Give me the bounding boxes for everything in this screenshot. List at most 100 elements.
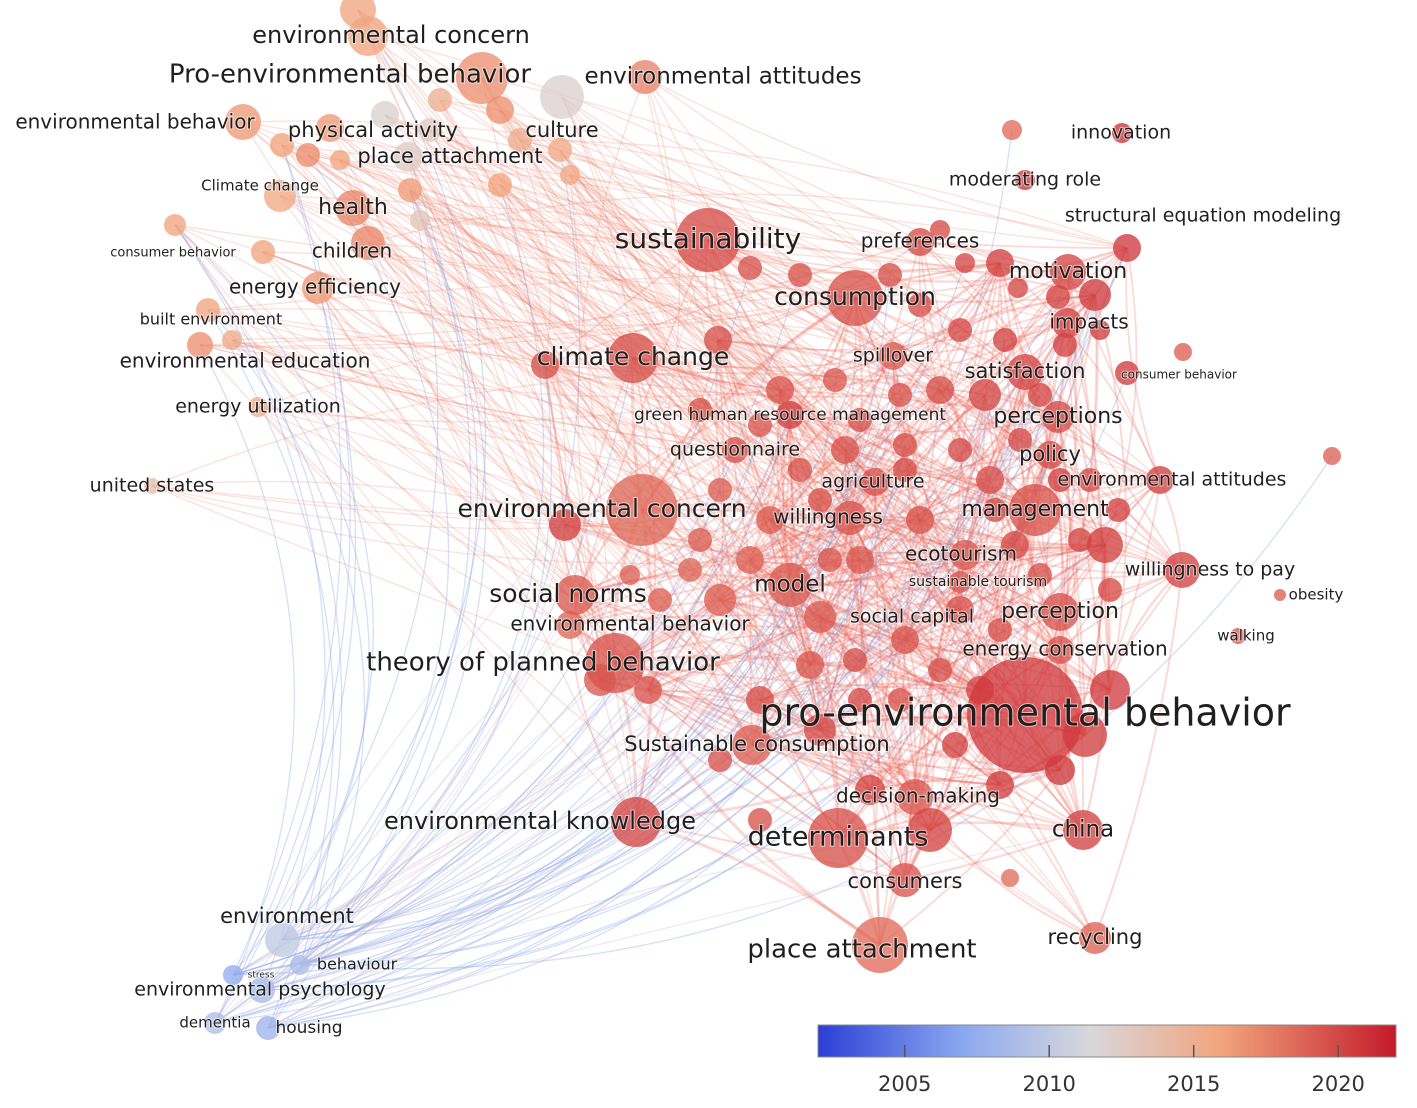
network-node-158: [606, 474, 678, 546]
network-node-101: [926, 376, 954, 404]
network-edge-784: [357, 9, 941, 391]
network-edge-669: [199, 344, 881, 946]
network-edge-45: [854, 297, 921, 521]
network-node-36: [708, 478, 732, 502]
network-node-1: [1230, 628, 1246, 644]
network-edge-72: [641, 509, 821, 731]
network-edge-791: [439, 99, 753, 746]
network-edge-755: [307, 154, 1096, 939]
network-edge-839: [214, 371, 1026, 1024]
network-edge-599: [561, 96, 634, 359]
network-node-116: [804, 601, 836, 633]
node-label-model: model: [754, 572, 826, 598]
network-edge-796: [384, 114, 1016, 546]
network-edge-267: [819, 569, 1183, 623]
network-edge-640: [367, 242, 839, 839]
network-node-129: [351, 226, 385, 260]
network-node-76: [187, 332, 213, 358]
network-edge-603: [329, 127, 1036, 511]
network-edge-493: [819, 389, 941, 731]
network-edge-876: [214, 679, 601, 1024]
network-edge-850: [267, 304, 921, 1029]
network-edge-871: [261, 699, 761, 991]
legend-tick-label-0: 2005: [878, 1072, 931, 1096]
network-edge-34: [640, 296, 856, 511]
network-edge-712: [429, 129, 871, 791]
network-node-79: [556, 611, 584, 639]
network-edge-272: [819, 616, 871, 791]
node-label-behaviour: behaviour: [317, 955, 398, 974]
network-node-48: [1106, 498, 1130, 522]
node-label-structural-equation-modeling: structural equation modeling: [1065, 205, 1341, 227]
network-edge-826: [232, 424, 761, 976]
network-edge-672: [199, 262, 1001, 347]
network-edge-264: [819, 616, 1061, 655]
network-edge-629: [279, 195, 821, 731]
network-edge-617: [242, 121, 566, 526]
network-edge-224: [809, 509, 1036, 666]
network-edge-513: [776, 389, 811, 666]
network-edge-616: [407, 156, 761, 701]
network-edge-319: [789, 414, 1059, 433]
network-edge-143: [1094, 569, 1183, 939]
network-edge-638: [367, 242, 871, 791]
network-edge-531: [647, 559, 861, 691]
network-node-88: [316, 114, 344, 142]
network-edge-762: [174, 224, 839, 839]
network-edge-707: [519, 139, 1128, 249]
network-edge-504: [599, 609, 961, 681]
network-node-0: [1274, 589, 1286, 601]
network-labels: pro-environmental behavior sustainability…: [14, 20, 1344, 1039]
network-edge-171: [914, 544, 1016, 798]
network-edge-590: [644, 76, 1128, 249]
legend-tick-label-2: 2015: [1167, 1072, 1220, 1096]
network-edge-868: [232, 664, 811, 976]
network-edge-704: [519, 139, 1068, 324]
node-label-children: children: [312, 239, 392, 263]
network-edge-103: [635, 559, 861, 823]
network-edge-500: [959, 479, 991, 611]
network-edge-169: [779, 389, 916, 798]
network-edge-394: [989, 476, 1161, 481]
network-edge-835: [261, 372, 1128, 991]
network-node-80: [1046, 636, 1074, 664]
network-node-60: [748, 413, 772, 437]
network-edge-651: [262, 251, 649, 691]
network-edge-316: [717, 339, 876, 483]
legend-ticks: 2005 2010 2015 2020: [878, 1045, 1365, 1096]
network-edge-165: [759, 699, 916, 798]
node-label-motivation: motivation: [1009, 259, 1127, 284]
network-edge-597: [561, 96, 931, 831]
network-node-55: [928, 658, 952, 682]
network-edge-855: [267, 129, 1013, 1029]
network-node-42: [788, 263, 812, 287]
network-node-120: [804, 714, 836, 746]
network-edge-804: [281, 9, 487, 941]
network-node-148: [908, 808, 952, 852]
network-edge-687: [559, 149, 1001, 264]
network-edge-205: [569, 554, 966, 626]
network-node-114: [855, 775, 885, 805]
legend-tick-label-1: 2010: [1022, 1072, 1075, 1096]
network-edge-834: [261, 394, 1041, 991]
network-edge-787: [439, 99, 567, 526]
network-edge-615: [407, 156, 753, 746]
network-node-62: [888, 383, 912, 407]
network-node-90: [986, 771, 1014, 799]
node-label-perception: perception: [1001, 599, 1119, 624]
network-edge-278: [647, 616, 821, 691]
network-edge-594: [644, 76, 1051, 456]
network-node-8: [248, 397, 268, 417]
network-node-95: [846, 546, 874, 574]
network-node-11: [955, 253, 975, 273]
network-nodes: [144, 0, 1341, 1040]
network-edge-753: [307, 154, 709, 244]
node-label-consumer-behavior-left: consumer behavior: [110, 246, 236, 261]
network-edge-808: [281, 414, 791, 941]
network-edge-109: [788, 584, 840, 839]
network-node-136: [335, 190, 371, 226]
node-label-green-hrm: green human resource management: [634, 405, 946, 425]
network-edge-856: [267, 294, 1096, 1029]
node-label-sustainable-tourism: sustainable tourism: [909, 574, 1047, 590]
network-edge-355: [844, 371, 1026, 451]
